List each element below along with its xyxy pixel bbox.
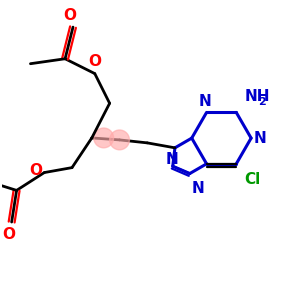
Text: Cl: Cl [244, 172, 260, 187]
Text: NH: NH [244, 89, 270, 104]
Text: O: O [29, 163, 42, 178]
Circle shape [94, 128, 114, 148]
Text: O: O [64, 8, 76, 23]
Text: N: N [254, 130, 267, 146]
Text: N: N [192, 182, 205, 196]
Text: O: O [2, 227, 15, 242]
Text: N: N [166, 152, 178, 167]
Text: 2: 2 [258, 98, 266, 107]
Circle shape [110, 130, 129, 150]
Text: N: N [198, 94, 211, 110]
Text: O: O [88, 54, 101, 69]
